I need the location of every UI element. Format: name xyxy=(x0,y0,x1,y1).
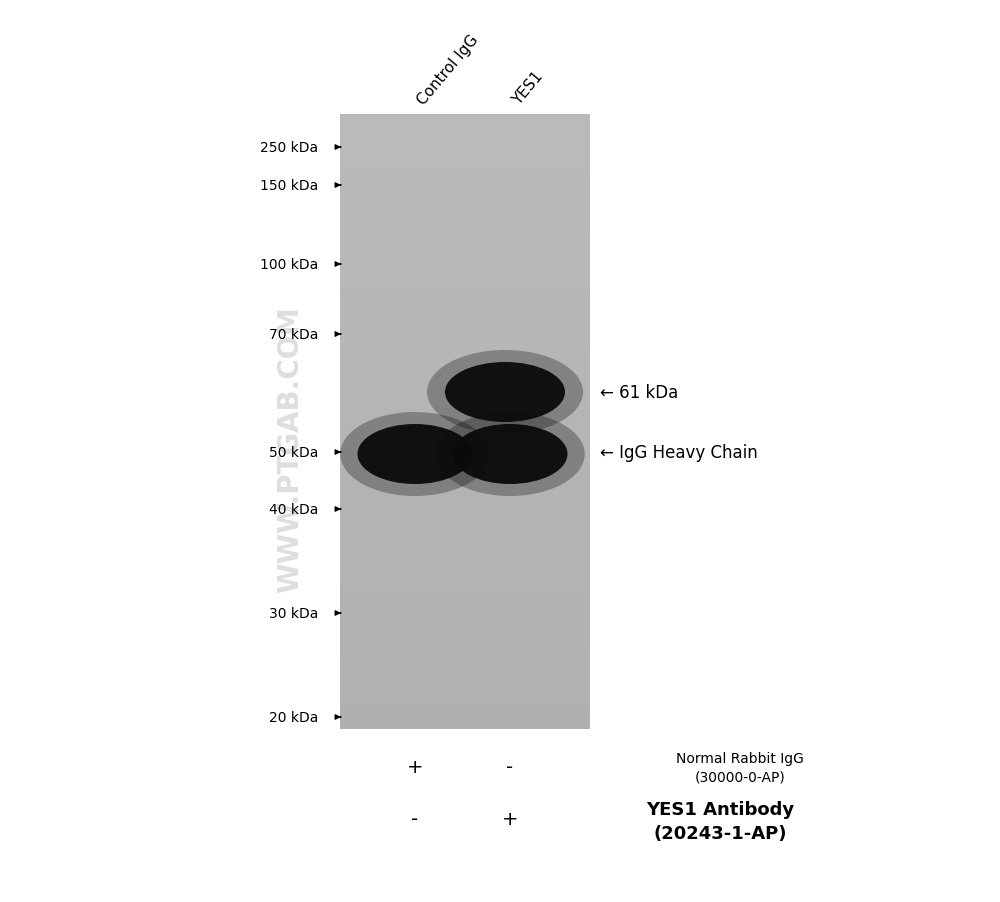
Text: +: + xyxy=(407,758,423,777)
Text: -: - xyxy=(506,758,514,777)
Ellipse shape xyxy=(427,351,583,435)
Text: WWW.PTGAB.COM: WWW.PTGAB.COM xyxy=(276,306,304,593)
Text: 20 kDa: 20 kDa xyxy=(269,710,318,724)
Text: 50 kDa: 50 kDa xyxy=(269,446,318,459)
Text: Normal Rabbit IgG
(30000-0-AP): Normal Rabbit IgG (30000-0-AP) xyxy=(676,751,804,783)
Ellipse shape xyxy=(445,363,565,422)
Text: 150 kDa: 150 kDa xyxy=(260,179,318,193)
Text: YES1 Antibody
(20243-1-AP): YES1 Antibody (20243-1-AP) xyxy=(646,800,794,842)
Text: 70 kDa: 70 kDa xyxy=(269,327,318,342)
Text: 30 kDa: 30 kDa xyxy=(269,606,318,621)
Text: ← IgG Heavy Chain: ← IgG Heavy Chain xyxy=(600,444,758,462)
Text: YES1: YES1 xyxy=(510,69,546,108)
Ellipse shape xyxy=(358,425,473,484)
Text: -: - xyxy=(411,810,419,829)
Ellipse shape xyxy=(435,412,585,496)
Text: ← 61 kDa: ← 61 kDa xyxy=(600,383,678,401)
Text: +: + xyxy=(502,810,518,829)
Text: 250 kDa: 250 kDa xyxy=(260,141,318,155)
Text: 100 kDa: 100 kDa xyxy=(260,258,318,272)
Text: Control IgG: Control IgG xyxy=(415,32,482,108)
Ellipse shape xyxy=(452,425,568,484)
Ellipse shape xyxy=(340,412,490,496)
Text: 40 kDa: 40 kDa xyxy=(269,502,318,517)
